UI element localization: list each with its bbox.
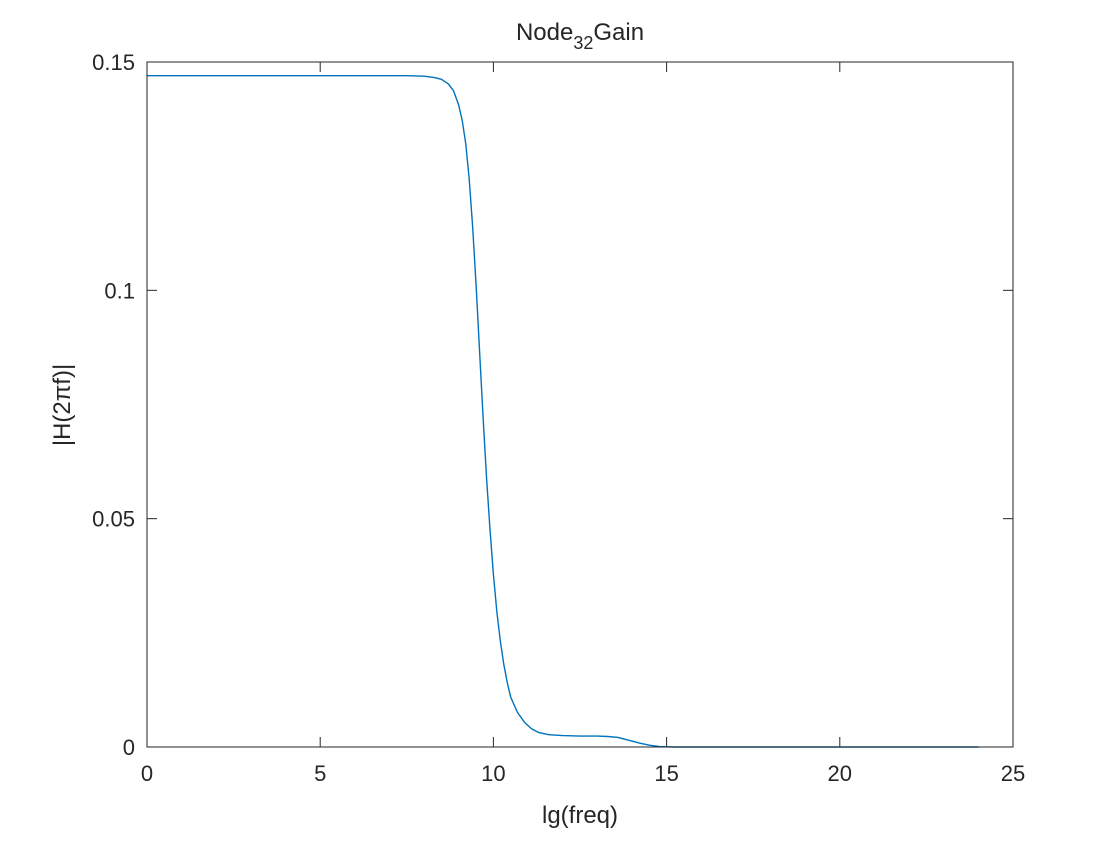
chart-title-main: Node	[516, 19, 573, 46]
x-axis-label: lg(freq)	[542, 802, 618, 829]
x-tick-label: 20	[828, 761, 852, 786]
x-tick-label: 15	[654, 761, 678, 786]
gain-series-line	[146, 74, 980, 748]
x-tick-label: 0	[141, 761, 153, 786]
chart-title-subscript: 32	[573, 33, 593, 53]
y-tick-label: 0	[123, 735, 135, 760]
x-tick-label: 25	[1001, 761, 1025, 786]
chart-title-suffix: Gain	[593, 19, 644, 46]
y-axis-label: |H(2πf)|	[49, 364, 76, 446]
y-tick-label: 0.05	[92, 507, 135, 532]
series-layer	[146, 74, 980, 748]
plot-area-background	[147, 62, 1013, 747]
x-tick-label: 10	[481, 761, 505, 786]
x-tick-label: 5	[314, 761, 326, 786]
y-ticks: 0 0.05 0.1 0.15	[92, 50, 1013, 760]
chart-title: Node32Gain	[516, 19, 644, 53]
y-tick-label: 0.15	[92, 50, 135, 75]
axes-box	[146, 61, 1014, 748]
y-tick-label: 0.1	[104, 278, 135, 303]
